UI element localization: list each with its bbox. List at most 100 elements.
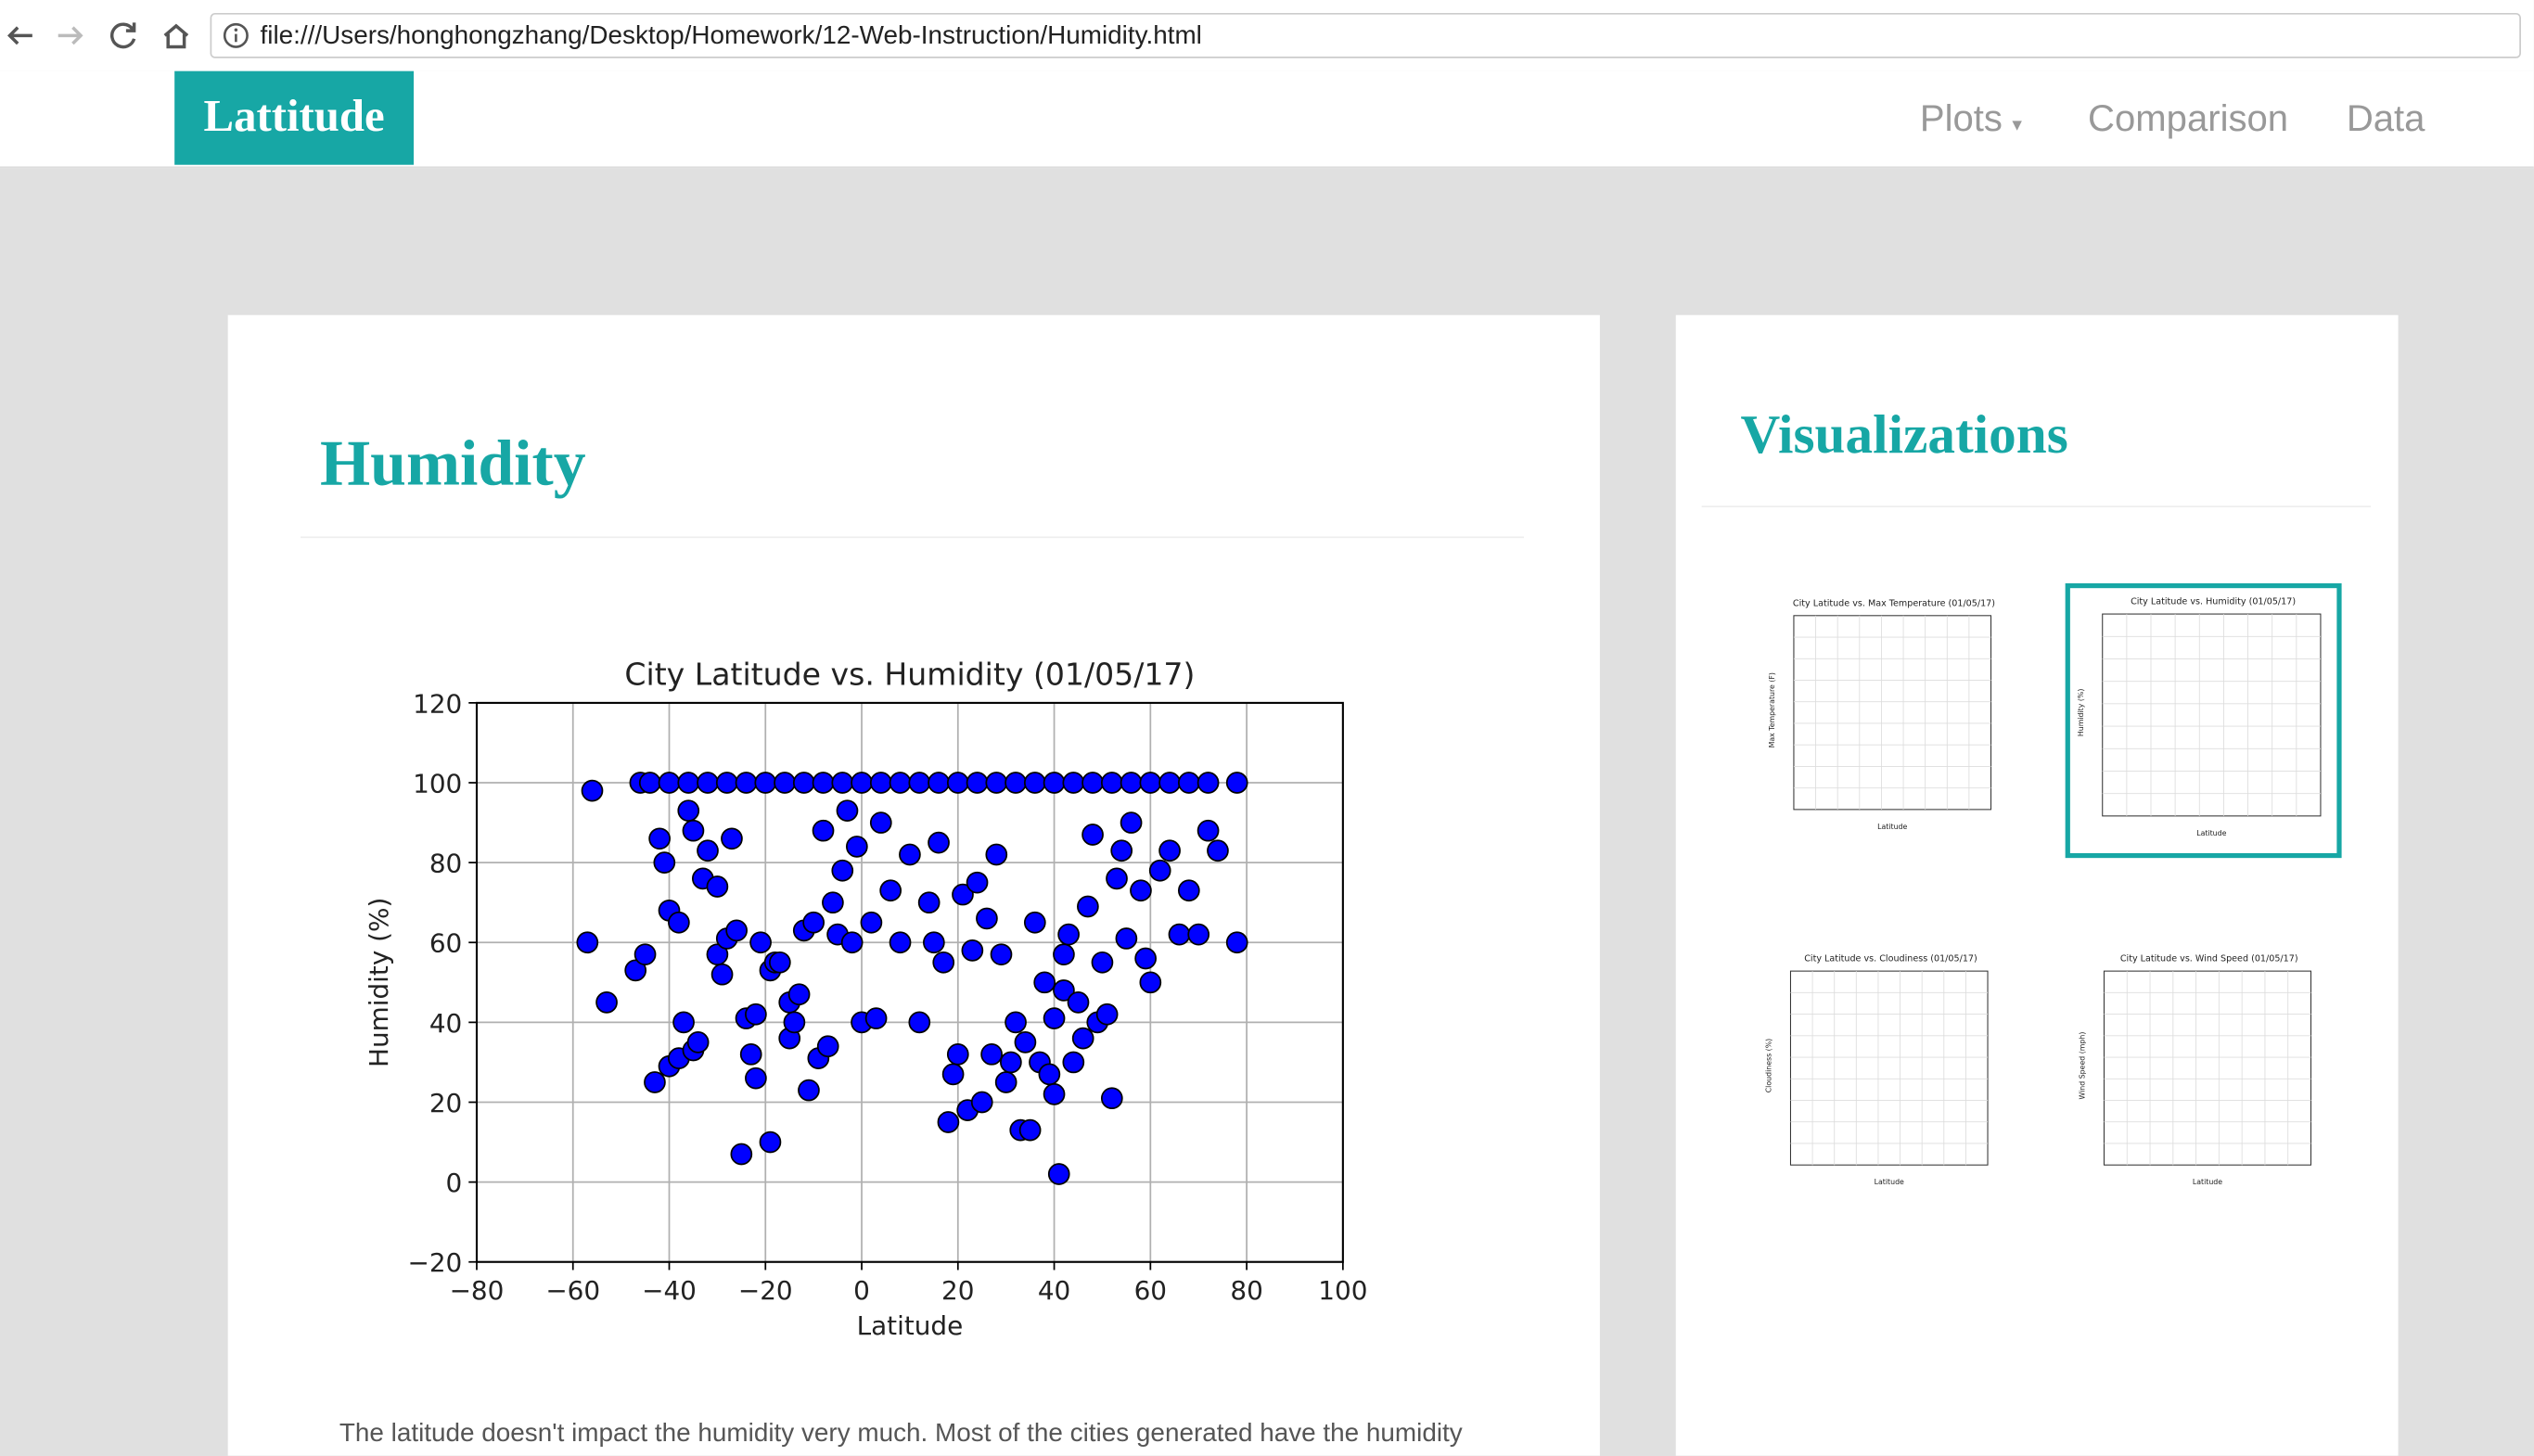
- thumbnail-x-label: Latitude: [2196, 829, 2226, 837]
- y-axis-label: Humidity (%): [364, 898, 394, 1067]
- info-icon: [223, 22, 249, 48]
- point: [980, 1042, 1003, 1066]
- point: [985, 843, 1008, 866]
- thumbnail-title: City Latitude vs. Max Temperature (01/05…: [1793, 598, 1995, 608]
- point: [845, 836, 868, 858]
- x-tick-label: 80: [1230, 1275, 1262, 1306]
- point: [831, 859, 854, 882]
- point: [1197, 772, 1220, 794]
- y-tick-label: 80: [429, 849, 462, 879]
- y-tick-label: 0: [446, 1168, 463, 1198]
- nav-item[interactable]: Data: [2346, 96, 2425, 139]
- reload-button[interactable]: [109, 22, 136, 49]
- side-card: Visualizations: [1675, 314, 2399, 1456]
- point: [1047, 1163, 1070, 1185]
- thumbnail-chart: City Latitude vs. Wind Speed (01/05/17) L…: [2079, 954, 2312, 1186]
- thumbnail[interactable]: City Latitude vs. Wind Speed (01/05/17) L…: [2071, 945, 2327, 1212]
- point: [735, 772, 758, 794]
- point: [745, 1003, 767, 1026]
- nav-text: Plots: [1919, 96, 2003, 139]
- back-button[interactable]: [6, 26, 32, 45]
- thumbnail-title: City Latitude vs. Cloudiness (01/05/17): [1804, 954, 1977, 964]
- x-tick-label: 40: [1038, 1275, 1070, 1306]
- x-axis-label: Latitude: [857, 1310, 964, 1341]
- point: [1071, 1027, 1094, 1050]
- point: [1033, 971, 1056, 994]
- point: [697, 772, 719, 794]
- point: [677, 772, 700, 794]
- point: [668, 911, 690, 934]
- thumbnail-y-label: Wind Speed (mph): [2079, 1032, 2087, 1100]
- point: [1095, 1003, 1119, 1026]
- point: [1100, 1087, 1123, 1110]
- point: [1000, 1051, 1022, 1074]
- point: [1120, 772, 1143, 794]
- thumbnail[interactable]: City Latitude vs. Max Temperature (01/05…: [1761, 589, 2007, 857]
- point: [970, 1091, 993, 1114]
- point: [658, 772, 681, 794]
- address-bar[interactable]: file:///Users/honghongzhang/Desktop/Home…: [210, 12, 2521, 58]
- point: [754, 772, 777, 794]
- point: [648, 827, 671, 850]
- brand[interactable]: Lattitude: [174, 70, 415, 165]
- point: [851, 772, 873, 794]
- thumbnail-frame: [2102, 613, 2322, 817]
- point: [697, 839, 719, 862]
- point: [1067, 991, 1090, 1014]
- point: [869, 811, 892, 834]
- thumbnail-x-label: Latitude: [1877, 823, 1907, 831]
- description: The latitude doesn't impact the humidity…: [339, 1420, 1463, 1449]
- browser-buttons: [6, 22, 189, 49]
- point: [792, 772, 815, 794]
- point: [1043, 1083, 1066, 1105]
- point: [985, 772, 1008, 794]
- point: [966, 772, 989, 794]
- point: [1158, 772, 1181, 794]
- point: [889, 931, 912, 954]
- thumbnail-chart: City Latitude vs. Humidity (01/05/17) Lat…: [2077, 597, 2322, 837]
- point: [749, 931, 772, 954]
- point: [759, 1130, 782, 1154]
- point: [952, 883, 974, 906]
- point: [710, 963, 734, 986]
- point: [1081, 824, 1104, 846]
- point: [774, 772, 796, 794]
- chart: −20 0 20 40 60 80 100 120 −80 −60 −40 −20 0 20 40 60 80 1…: [364, 657, 1367, 1341]
- point: [768, 951, 791, 974]
- point: [1081, 772, 1104, 794]
- thumbnail-x-label: Latitude: [1875, 1178, 1904, 1186]
- y-tick-label: 100: [413, 768, 462, 798]
- y-tick-label: 60: [429, 928, 462, 959]
- point: [1062, 772, 1085, 794]
- thumbnail[interactable]: City Latitude vs. Cloudiness (01/05/17) L…: [1758, 945, 2004, 1212]
- thumbnail-title: City Latitude vs. Wind Speed (01/05/17): [2120, 954, 2298, 964]
- point: [802, 911, 825, 934]
- point: [1187, 923, 1210, 946]
- nav-item[interactable]: Plots ▾: [1920, 71, 2022, 172]
- point: [787, 983, 811, 1006]
- point: [1120, 811, 1143, 834]
- browser-toolbar: file:///Users/honghongzhang/Desktop/Home…: [0, 0, 2534, 73]
- plot-frame: [475, 701, 1344, 1263]
- point: [946, 1042, 969, 1066]
- point: [595, 991, 618, 1014]
- point: [1139, 971, 1162, 994]
- point: [1225, 931, 1248, 954]
- point: [1148, 859, 1171, 882]
- point: [1225, 772, 1248, 794]
- y-tick-label: 20: [429, 1088, 462, 1118]
- point: [923, 931, 945, 954]
- thumbnail[interactable]: City Latitude vs. Humidity (01/05/17) Lat…: [2065, 582, 2342, 859]
- thumbnail-chart: City Latitude vs. Cloudiness (01/05/17) L…: [1765, 954, 1989, 1186]
- point: [1023, 911, 1046, 934]
- point: [899, 843, 921, 866]
- forward-button[interactable]: [58, 26, 83, 45]
- home-button[interactable]: [163, 23, 189, 49]
- point: [1168, 923, 1191, 946]
- y-tick-label: 120: [413, 688, 462, 719]
- x-tick-label: −20: [738, 1275, 793, 1306]
- point: [928, 831, 950, 854]
- nav-item[interactable]: Comparison: [2088, 96, 2289, 139]
